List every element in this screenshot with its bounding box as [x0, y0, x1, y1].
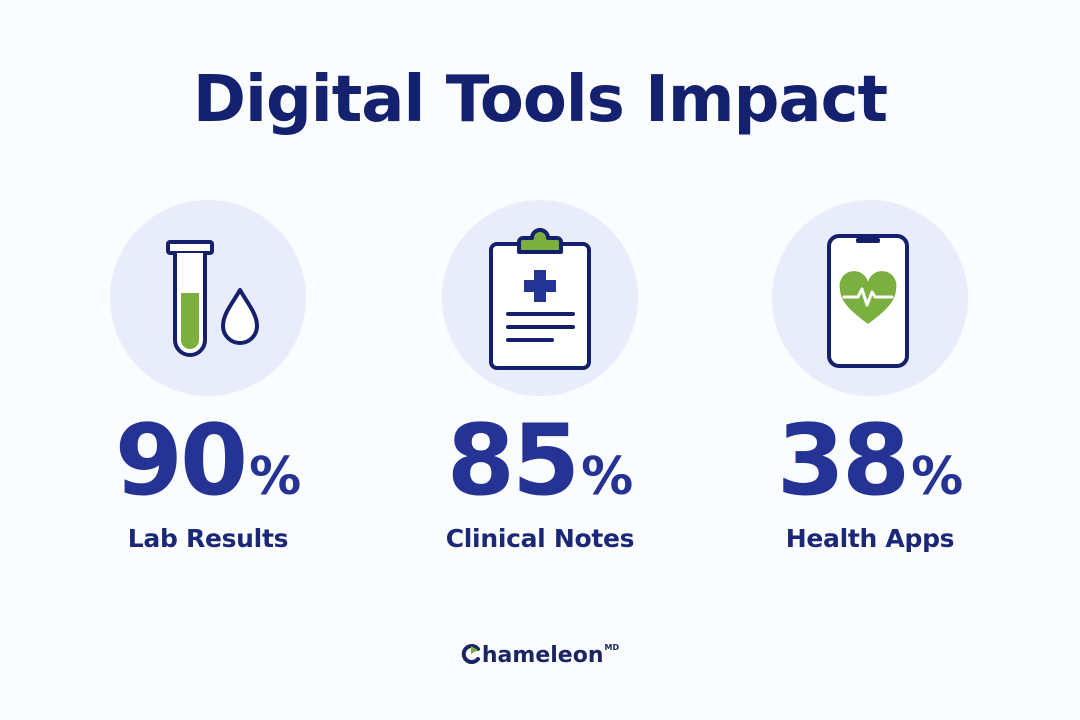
stat-value: 90 — [114, 404, 248, 518]
logo-mark-icon — [461, 644, 480, 664]
page-title: Digital Tools Impact — [192, 63, 888, 137]
stat-health-apps: 38% Health Apps — [705, 200, 1035, 580]
stat-value: 85 — [446, 404, 580, 518]
logo-superscript: MD — [604, 643, 620, 652]
phone-heart-icon — [827, 234, 909, 368]
icon-circle — [110, 200, 306, 396]
stat-value-row: 38% — [705, 412, 1035, 510]
test-tube-droplet-icon — [166, 240, 259, 357]
stat-label: Lab Results — [127, 524, 289, 553]
stat-lab-results: 90% Lab Results — [43, 200, 373, 580]
percent-sign: % — [249, 447, 302, 507]
stat-clinical-notes: 85% Clinical Notes — [375, 200, 705, 580]
stat-value-row: 85% — [375, 412, 705, 510]
clipboard-medical-icon — [489, 228, 591, 370]
stat-value: 38 — [776, 404, 910, 518]
logo-text: hameleon — [481, 643, 604, 668]
percent-sign: % — [911, 447, 964, 507]
icon-circle — [772, 200, 968, 396]
stat-value-row: 90% — [43, 412, 373, 510]
stat-label: Clinical Notes — [445, 524, 635, 553]
percent-sign: % — [581, 447, 634, 507]
stat-label: Health Apps — [785, 524, 955, 553]
icon-circle — [442, 200, 638, 396]
chameleon-md-logo: hameleonMD — [0, 644, 1080, 667]
